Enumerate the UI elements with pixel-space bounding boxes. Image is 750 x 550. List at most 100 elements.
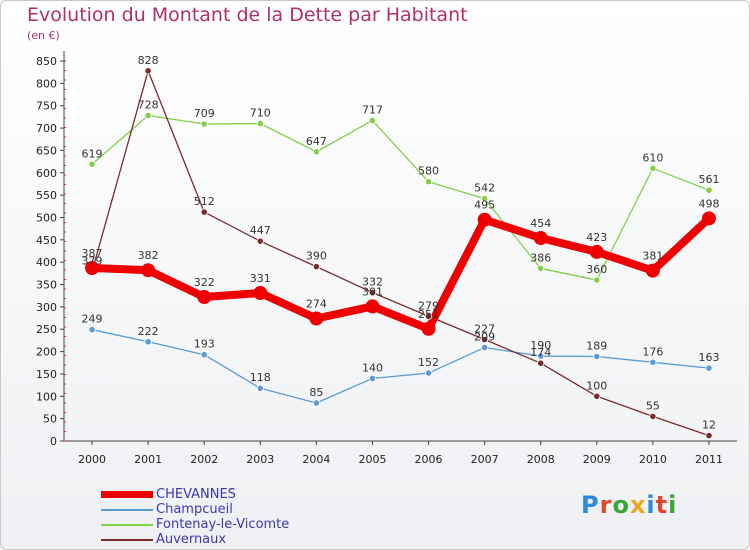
data-point — [85, 260, 100, 275]
data-point — [256, 384, 264, 392]
series-line-3 — [91, 114, 710, 281]
y-tick-label: 450 — [36, 234, 57, 247]
x-tick-label: 2005 — [358, 453, 386, 466]
data-point — [593, 352, 601, 361]
data-point — [537, 359, 545, 367]
data-label: 152 — [418, 356, 439, 369]
data-label: 382 — [138, 249, 159, 262]
legend-label: CHEVANNES — [156, 487, 236, 502]
logo-letter: o — [612, 491, 630, 519]
data-point — [645, 263, 660, 278]
y-tick-label: 0 — [50, 435, 57, 448]
data-point — [368, 288, 377, 297]
data-label: 140 — [362, 361, 383, 374]
x-tick-label: 2008 — [527, 453, 555, 466]
y-tick-label: 100 — [36, 390, 57, 403]
data-label: 709 — [194, 107, 215, 120]
data-label: 610 — [642, 151, 663, 164]
data-label: 251 — [418, 308, 439, 321]
data-point — [481, 335, 489, 344]
x-tick-label: 2003 — [246, 453, 274, 466]
data-point — [368, 374, 377, 383]
y-tick-label: 650 — [36, 144, 57, 157]
data-label: 828 — [138, 54, 159, 67]
data-point — [144, 338, 152, 346]
data-label: 189 — [586, 340, 607, 353]
series-line-2 — [91, 329, 710, 404]
y-tick-label: 200 — [36, 346, 57, 359]
legend-label: Champcueil — [156, 502, 233, 517]
logo-letter: t — [655, 491, 669, 519]
data-point — [649, 412, 657, 421]
data-point — [200, 208, 208, 216]
data-label: 423 — [586, 231, 607, 244]
data-point — [424, 369, 433, 377]
data-point — [649, 164, 657, 172]
data-label: 274 — [306, 298, 327, 311]
y-tick-label: 850 — [36, 55, 57, 68]
data-point — [312, 263, 320, 271]
legend-label: Fontenay-le-Vicomte — [156, 517, 290, 532]
data-label: 55 — [646, 399, 660, 412]
data-point — [481, 343, 489, 352]
data-point — [701, 211, 716, 226]
y-tick-label: 400 — [36, 256, 57, 269]
proxiti-logo: Proxiti — [581, 491, 677, 519]
y-tick-label: 50 — [43, 413, 57, 426]
data-point — [649, 358, 657, 366]
data-label: 118 — [250, 371, 271, 384]
legend-swatch — [101, 524, 153, 526]
data-label: 542 — [474, 182, 495, 195]
series-points — [85, 67, 716, 440]
logo-letter: i — [668, 491, 678, 519]
data-label: 279 — [418, 299, 439, 312]
x-tick-label: 2002 — [190, 453, 218, 466]
y-tick-label: 500 — [36, 211, 57, 224]
data-label: 710 — [250, 107, 271, 120]
data-point — [309, 311, 324, 326]
data-label: 717 — [362, 103, 383, 116]
data-point — [481, 195, 489, 203]
x-tick-label: 2006 — [415, 453, 443, 466]
data-label: 390 — [306, 250, 327, 263]
data-point — [705, 364, 713, 372]
data-point — [477, 212, 492, 227]
data-point — [144, 111, 152, 120]
data-label: 190 — [530, 339, 551, 352]
chart-title: Evolution du Montant de la Dette par Hab… — [27, 4, 468, 26]
data-point — [312, 148, 320, 156]
logo-letter: r — [599, 491, 613, 519]
data-label: 332 — [362, 276, 383, 289]
y-tick-label: 750 — [36, 100, 57, 113]
data-label: 498 — [698, 197, 719, 210]
data-point — [256, 119, 264, 128]
x-tick-label: 2001 — [134, 453, 162, 466]
x-tick-label: 2004 — [302, 453, 330, 466]
data-point — [365, 299, 380, 314]
x-tick-label: 2000 — [78, 453, 106, 466]
data-label: 619 — [82, 147, 103, 160]
data-label: 222 — [138, 325, 159, 338]
data-point — [144, 67, 152, 75]
data-label: 331 — [250, 272, 271, 285]
series-line-4 — [91, 70, 710, 437]
data-point — [197, 290, 212, 305]
data-label: 12 — [702, 419, 716, 432]
data-point — [88, 160, 96, 168]
data-point — [88, 326, 96, 334]
data-label: 381 — [642, 250, 663, 263]
legend-swatch — [101, 509, 153, 511]
data-point — [705, 432, 713, 440]
data-point — [421, 321, 436, 336]
x-tick-label: 2009 — [583, 453, 611, 466]
data-label: 387 — [82, 247, 103, 260]
data-point — [589, 244, 604, 259]
x-tick-label: 2007 — [471, 453, 499, 466]
data-label: 561 — [698, 173, 719, 186]
y-tick-label: 550 — [36, 189, 57, 202]
data-label: 728 — [138, 99, 159, 112]
y-tick-label: 350 — [36, 279, 57, 292]
legend-label: Auvernaux — [156, 532, 227, 547]
data-point — [593, 276, 601, 284]
